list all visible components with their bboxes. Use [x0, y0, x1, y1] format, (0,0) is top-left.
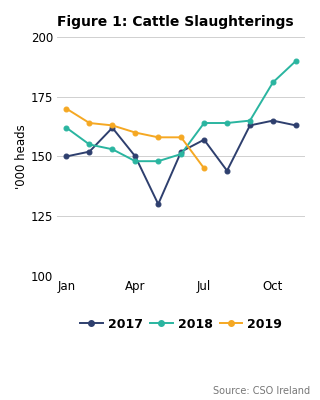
2018	[294, 58, 298, 63]
2017	[271, 118, 275, 123]
Line: 2019: 2019	[64, 106, 206, 171]
2018	[65, 125, 68, 130]
2019	[179, 135, 183, 140]
2018	[225, 121, 229, 126]
Line: 2017: 2017	[64, 118, 298, 206]
2018	[110, 147, 114, 152]
2018	[156, 159, 160, 164]
2017	[110, 125, 114, 130]
2019	[133, 130, 137, 135]
2017	[156, 202, 160, 206]
2018	[202, 121, 206, 126]
2017	[65, 154, 68, 159]
2018	[271, 80, 275, 85]
2019	[202, 166, 206, 171]
Y-axis label: '000 heads: '000 heads	[15, 124, 28, 189]
2019	[156, 135, 160, 140]
2018	[179, 152, 183, 156]
2017	[179, 149, 183, 154]
2017	[225, 168, 229, 173]
2019	[87, 121, 91, 126]
2018	[133, 159, 137, 164]
2017	[133, 154, 137, 159]
2018	[248, 118, 252, 123]
Legend: 2017, 2018, 2019: 2017, 2018, 2019	[75, 313, 287, 336]
2017	[202, 137, 206, 142]
2018	[87, 142, 91, 147]
Text: Source: CSO Ireland: Source: CSO Ireland	[213, 386, 310, 396]
Line: 2018: 2018	[64, 58, 298, 164]
Text: Figure 1: Cattle Slaughterings: Figure 1: Cattle Slaughterings	[57, 15, 294, 29]
2017	[294, 123, 298, 128]
2019	[110, 123, 114, 128]
2017	[248, 123, 252, 128]
2017	[87, 149, 91, 154]
2019	[65, 106, 68, 111]
